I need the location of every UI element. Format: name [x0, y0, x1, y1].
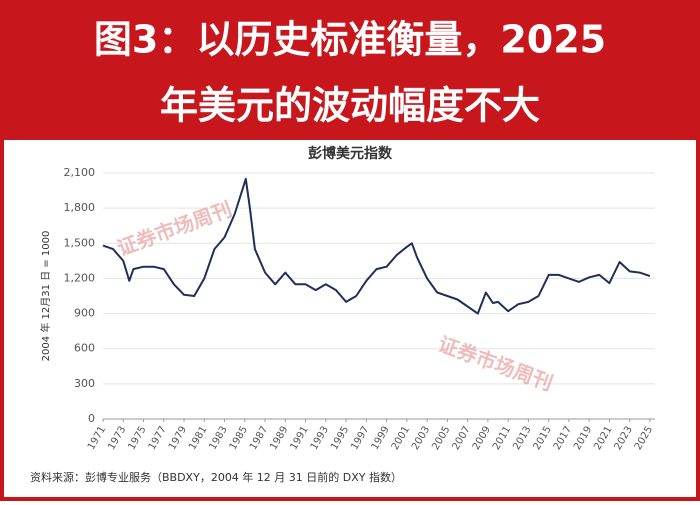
y-tick-label: 1,800 — [64, 201, 96, 214]
y-tick-label: 900 — [74, 307, 95, 320]
y-tick-label: 600 — [74, 342, 95, 355]
y-tick-label: 1,500 — [64, 236, 96, 249]
y-tick-label: 0 — [88, 412, 95, 425]
y-axis-label: 2004 年 12月31 日 = 1000 — [39, 231, 52, 362]
y-tick-label: 2,100 — [64, 166, 96, 179]
header-line: 图3：以历史标准衡量，2025 — [94, 18, 606, 62]
chart-panel — [4, 140, 696, 497]
source-note: 资料来源：彭博专业服务（BBDXY，2004 年 12 月 31 日前的 DXY… — [30, 470, 402, 484]
y-tick-label: 1,200 — [64, 271, 96, 284]
y-tick-label: 300 — [74, 377, 95, 390]
header-line: 年美元的波动幅度不大 — [160, 84, 540, 128]
data-line — [102, 177, 651, 315]
chart-title: 彭博美元指数 — [308, 145, 393, 162]
